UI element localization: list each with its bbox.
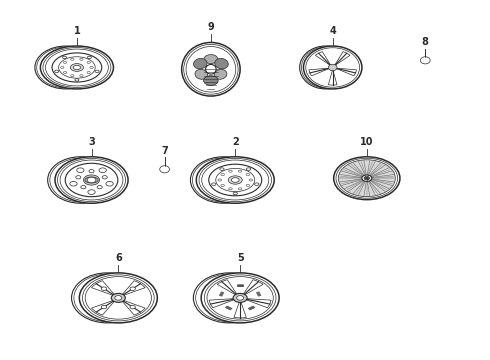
- Ellipse shape: [40, 46, 114, 89]
- Text: 6: 6: [115, 253, 122, 263]
- Ellipse shape: [70, 181, 77, 186]
- Text: 10: 10: [360, 137, 373, 147]
- Ellipse shape: [194, 58, 207, 69]
- Ellipse shape: [87, 177, 96, 183]
- Ellipse shape: [95, 70, 99, 72]
- Ellipse shape: [233, 192, 237, 195]
- Ellipse shape: [229, 188, 232, 190]
- Ellipse shape: [246, 184, 249, 186]
- Text: 4: 4: [329, 26, 336, 36]
- Ellipse shape: [101, 305, 107, 309]
- Ellipse shape: [75, 79, 79, 81]
- Ellipse shape: [215, 58, 228, 69]
- Ellipse shape: [246, 174, 249, 176]
- Ellipse shape: [61, 67, 64, 68]
- Ellipse shape: [160, 166, 170, 173]
- Ellipse shape: [65, 163, 118, 197]
- Ellipse shape: [182, 42, 240, 96]
- Ellipse shape: [338, 160, 395, 197]
- Text: 1: 1: [74, 26, 80, 36]
- Ellipse shape: [83, 175, 99, 185]
- Ellipse shape: [81, 185, 86, 189]
- Ellipse shape: [334, 157, 400, 200]
- Ellipse shape: [76, 176, 81, 179]
- Ellipse shape: [228, 176, 242, 184]
- Ellipse shape: [87, 56, 91, 59]
- Ellipse shape: [246, 168, 251, 170]
- Text: 8: 8: [422, 37, 429, 47]
- Ellipse shape: [255, 183, 259, 185]
- Ellipse shape: [62, 56, 67, 59]
- Ellipse shape: [71, 75, 74, 77]
- Ellipse shape: [237, 296, 244, 300]
- Text: 9: 9: [208, 22, 214, 32]
- Ellipse shape: [203, 76, 218, 85]
- Ellipse shape: [79, 273, 157, 323]
- Ellipse shape: [212, 183, 216, 185]
- Text: 5: 5: [237, 253, 244, 263]
- Ellipse shape: [209, 164, 262, 196]
- Ellipse shape: [328, 64, 337, 71]
- Ellipse shape: [238, 188, 242, 190]
- Ellipse shape: [218, 179, 221, 181]
- Ellipse shape: [196, 157, 274, 203]
- Ellipse shape: [196, 274, 263, 321]
- Ellipse shape: [364, 176, 369, 180]
- Ellipse shape: [87, 62, 90, 63]
- Ellipse shape: [233, 293, 247, 302]
- Ellipse shape: [80, 75, 83, 77]
- Ellipse shape: [55, 70, 59, 72]
- Ellipse shape: [220, 168, 224, 170]
- Ellipse shape: [71, 64, 83, 71]
- Ellipse shape: [115, 296, 122, 300]
- Ellipse shape: [130, 305, 135, 309]
- Ellipse shape: [85, 177, 98, 183]
- Ellipse shape: [238, 170, 242, 172]
- Ellipse shape: [73, 65, 80, 69]
- Ellipse shape: [420, 57, 430, 64]
- Text: 3: 3: [88, 137, 95, 147]
- Ellipse shape: [77, 168, 84, 172]
- Ellipse shape: [221, 184, 224, 186]
- Ellipse shape: [89, 170, 94, 173]
- Ellipse shape: [201, 273, 279, 323]
- Ellipse shape: [249, 179, 253, 181]
- Text: 2: 2: [232, 137, 239, 147]
- Ellipse shape: [74, 274, 141, 321]
- Ellipse shape: [52, 53, 102, 82]
- Text: 7: 7: [161, 146, 168, 156]
- Ellipse shape: [193, 158, 255, 202]
- Ellipse shape: [97, 185, 102, 189]
- Ellipse shape: [204, 55, 218, 64]
- Ellipse shape: [206, 64, 216, 74]
- Ellipse shape: [80, 58, 83, 60]
- Ellipse shape: [50, 158, 111, 202]
- Ellipse shape: [221, 174, 224, 176]
- Ellipse shape: [101, 287, 107, 291]
- Ellipse shape: [195, 69, 208, 79]
- Ellipse shape: [186, 46, 236, 92]
- Ellipse shape: [362, 175, 372, 181]
- Ellipse shape: [99, 168, 106, 172]
- Ellipse shape: [63, 62, 67, 63]
- Ellipse shape: [229, 170, 232, 172]
- Ellipse shape: [214, 69, 227, 79]
- Ellipse shape: [301, 47, 349, 88]
- Ellipse shape: [37, 47, 95, 88]
- Ellipse shape: [231, 178, 239, 182]
- Ellipse shape: [87, 72, 90, 73]
- Ellipse shape: [90, 67, 93, 68]
- Ellipse shape: [106, 181, 113, 186]
- Ellipse shape: [63, 72, 67, 73]
- Ellipse shape: [130, 287, 135, 291]
- Ellipse shape: [102, 176, 107, 179]
- Ellipse shape: [88, 190, 95, 194]
- Ellipse shape: [111, 293, 125, 302]
- Ellipse shape: [55, 157, 128, 203]
- Ellipse shape: [71, 58, 74, 60]
- Ellipse shape: [303, 46, 362, 89]
